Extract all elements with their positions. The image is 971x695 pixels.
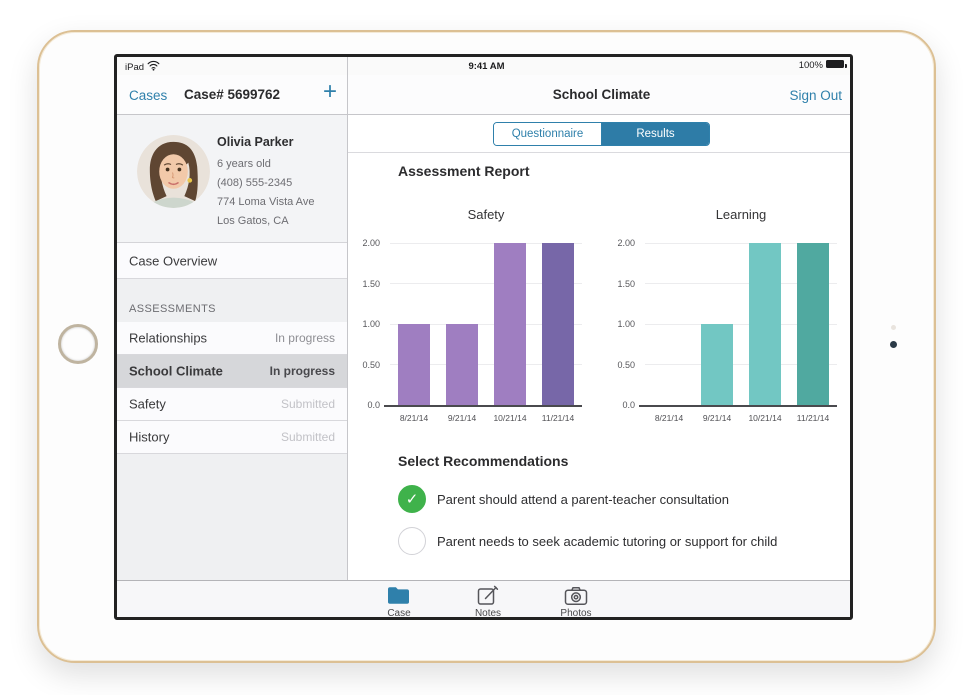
status-badge: In progress — [269, 364, 335, 378]
tab-label: Case — [387, 608, 411, 619]
tab-label: Notes — [474, 608, 502, 619]
wifi-icon — [147, 60, 160, 74]
assessment-report-title: Assessment Report — [398, 163, 530, 179]
clock: 9:41 AM — [468, 61, 505, 72]
carrier-label: iPad — [125, 61, 145, 73]
client-address: 774 Loma Vista Ave — [217, 196, 315, 208]
bottom-tab-bar: Case Notes — [117, 580, 850, 619]
sidebar-item-label: Case Overview — [129, 253, 218, 268]
camera-icon — [541, 585, 611, 606]
sidebar-item-label: Safety — [129, 396, 166, 412]
safety-bar-chart: Safety 0.0 0.50 1.00 1.50 2.00 8/21/14 9/21/1… — [350, 197, 582, 429]
x-axis-line — [639, 405, 837, 407]
bar-11/21/14 — [797, 243, 829, 405]
chart-plot-area — [384, 242, 582, 407]
tab-photos[interactable]: Photos — [541, 585, 611, 619]
status-badge: In progress — [274, 331, 335, 345]
battery-percent: 100% — [798, 60, 823, 71]
select-recommendations-title: Select Recommendations — [398, 453, 569, 469]
sidebar-item-label: Relationships — [129, 330, 208, 346]
x-axis-labels: 8/21/14 9/21/14 10/21/14 11/21/14 — [654, 413, 830, 423]
tab-results[interactable]: Results — [601, 123, 709, 145]
sign-out-button[interactable]: Sign Out — [789, 88, 842, 103]
bar-9/21/14 — [701, 324, 733, 405]
sidebar-item-safety[interactable]: Safety Submitted — [117, 388, 347, 421]
bar-10/21/14 — [494, 243, 526, 405]
bar-9/21/14 — [446, 324, 478, 405]
sidebar-item-case-overview[interactable]: Case Overview — [117, 243, 347, 279]
y-axis-labels: 0.0 0.50 1.00 1.50 2.00 — [362, 238, 380, 410]
add-button[interactable]: + — [323, 78, 338, 105]
assessments-section-header: ASSESSMENTS — [129, 303, 216, 315]
home-button[interactable] — [58, 324, 98, 364]
folder-icon — [364, 585, 434, 606]
recommendation-label: Parent should attend a parent-teacher co… — [437, 491, 729, 507]
status-bar: iPad 9:41 AM 100% — [117, 57, 850, 75]
bar-11/21/14 — [542, 243, 574, 405]
recommendation-row: ✓ Parent should attend a parent-teacher … — [398, 485, 729, 513]
front-camera-dot — [890, 341, 897, 348]
sidebar-item-label: School Climate — [129, 363, 223, 379]
sidebar-item-relationships[interactable]: Relationships In progress — [117, 322, 347, 355]
detail-pane: Questionnaire Results Assessment Report … — [348, 115, 850, 580]
compose-icon — [453, 585, 523, 606]
navigation-bar: Cases Case# 5699762 + School Climate Sig… — [117, 75, 850, 115]
back-button-cases[interactable]: Cases — [129, 88, 168, 103]
ambient-sensor-dot — [891, 325, 896, 330]
recommendation-label: Parent needs to seek academic tutoring o… — [437, 533, 778, 549]
ipad-device-frame: iPad 9:41 AM 100% — [37, 30, 936, 663]
case-number-title: Case# 5699762 — [183, 87, 281, 102]
avatar — [137, 135, 210, 208]
chart-title: Safety — [467, 207, 505, 222]
master-detail-divider — [347, 57, 348, 580]
client-profile-card: Olivia Parker 6 years old (408) 555-2345… — [117, 115, 347, 243]
status-badge: Submitted — [280, 430, 335, 444]
segmented-control: Questionnaire Results — [493, 122, 710, 146]
status-badge: Submitted — [280, 397, 335, 411]
tab-questionnaire[interactable]: Questionnaire — [494, 123, 601, 145]
tab-notes[interactable]: Notes — [453, 585, 523, 619]
learning-bar-chart: Learning 0.0 0.50 1.00 1.50 2.00 8/21/14 9/21… — [605, 197, 837, 429]
x-axis-labels: 8/21/14 9/21/14 10/21/14 11/21/14 — [399, 413, 575, 423]
tab-label: Photos — [560, 608, 592, 619]
app-screen: iPad 9:41 AM 100% — [114, 54, 853, 620]
client-city: Los Gatos, CA — [217, 215, 289, 227]
client-name: Olivia Parker — [217, 135, 294, 149]
chart-title: Learning — [715, 207, 767, 222]
sidebar: Olivia Parker 6 years old (408) 555-2345… — [117, 115, 347, 580]
sidebar-item-label: History — [129, 429, 170, 445]
client-phone: (408) 555-2345 — [217, 177, 293, 189]
client-age: 6 years old — [217, 158, 271, 170]
checkbox-academic-tutoring[interactable]: ✓ — [398, 527, 426, 555]
recommendation-row: ✓ Parent needs to seek academic tutoring… — [398, 527, 777, 555]
y-axis-labels: 0.0 0.50 1.00 1.50 2.00 — [617, 238, 635, 410]
chart-plot-area — [639, 242, 837, 407]
checkbox-parent-teacher-consultation[interactable]: ✓ — [398, 485, 426, 513]
bar-8/21/14 — [398, 324, 430, 405]
page-title: School Climate — [552, 87, 651, 102]
bar-10/21/14 — [749, 243, 781, 405]
sidebar-item-history[interactable]: History Submitted — [117, 421, 347, 454]
checkmark-icon: ✓ — [405, 490, 419, 508]
x-axis-line — [384, 405, 582, 407]
tab-case[interactable]: Case — [364, 585, 434, 619]
battery-icon — [826, 60, 847, 71]
sidebar-item-school-climate[interactable]: School Climate In progress — [117, 355, 347, 388]
content-divider — [348, 152, 850, 153]
